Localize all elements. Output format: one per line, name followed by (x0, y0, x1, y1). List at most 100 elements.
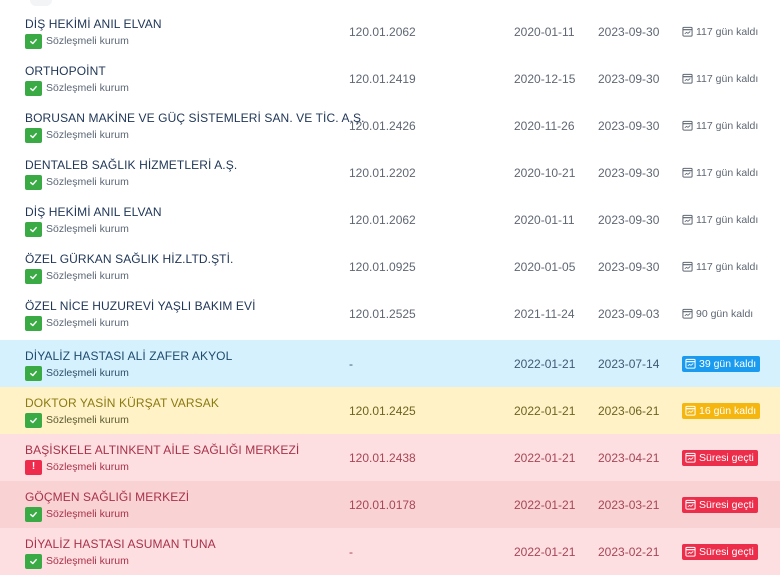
end-date: 2023-09-03 (598, 306, 660, 321)
institution-name[interactable]: DİYALİZ HASTASI ALİ ZAFER AKYOL (25, 349, 233, 363)
end-date: 2023-06-21 (598, 403, 660, 418)
start-date: 2020-01-11 (514, 212, 575, 227)
table-row[interactable]: DENTALEB SAĞLIK HİZMETLERİ A.Ş. Sözleşme… (0, 149, 780, 196)
table-row[interactable]: DİŞ HEKİMİ ANIL ELVAN Sözleşmeli kurum 1… (0, 196, 780, 243)
remaining-days-badge: Süresi geçti (682, 449, 758, 466)
remaining-days-badge: 117 gün kaldı (682, 24, 758, 40)
end-date: 2023-03-21 (598, 497, 660, 512)
institution-name[interactable]: GÖÇMEN SAĞLIĞI MERKEZİ (25, 490, 190, 504)
institution-name[interactable]: ÖZEL NİCE HUZUREVİ YAŞLI BAKIM EVİ (25, 299, 256, 313)
table-row[interactable]: BORUSAN MAKİNE VE GÜÇ SİSTEMLERİ SAN. VE… (0, 102, 780, 149)
remaining-days-badge: 16 gün kaldı (682, 402, 761, 419)
institution-name[interactable]: BORUSAN MAKİNE VE GÜÇ SİSTEMLERİ SAN. VE… (25, 111, 365, 125)
remaining-days-badge: 117 gün kaldı (682, 165, 758, 181)
institution-name[interactable]: DİŞ HEKİMİ ANIL ELVAN (25, 17, 162, 31)
start-date: 2022-01-21 (514, 544, 576, 559)
institution-name[interactable]: DOKTOR YASİN KÜRŞAT VARSAK (25, 396, 219, 410)
contract-status-label: Sözleşmeli kurum (46, 414, 129, 426)
institution-code: 120.01.0178 (349, 497, 416, 512)
calendar-icon (685, 452, 696, 463)
contract-status: Sözleşmeli kurum (25, 268, 129, 284)
remaining-days-badge: 117 gün kaldı (682, 212, 758, 228)
end-date: 2023-04-21 (598, 450, 660, 465)
remaining-days-text: 39 gün kaldı (699, 357, 757, 370)
table-row[interactable]: DİYALİZ HASTASI ASUMAN TUNA Sözleşmeli k… (0, 528, 780, 575)
contract-status: Sözleşmeli kurum (25, 221, 129, 237)
check-icon (25, 80, 42, 96)
contract-status: Sözleşmeli kurum (25, 506, 129, 522)
institution-name[interactable]: ÖZEL GÜRKAN SAĞLIK HİZ.LTD.ŞTİ. (25, 252, 234, 266)
contract-status: Sözleşmeli kurum (25, 553, 129, 569)
institution-code: - (349, 544, 353, 559)
institution-code: 120.01.2425 (349, 403, 416, 418)
remaining-days-text: 90 gün kaldı (696, 307, 754, 320)
check-icon (25, 553, 42, 569)
start-date: 2022-01-21 (514, 450, 576, 465)
remaining-days-text: 117 gün kaldı (696, 119, 759, 132)
contract-status-label: Sözleşmeli kurum (46, 461, 129, 473)
remaining-days-badge: Süresi geçti (682, 543, 758, 560)
table-row[interactable]: ÖZEL GÜRKAN SAĞLIK HİZ.LTD.ŞTİ. Sözleşme… (0, 243, 780, 290)
remaining-days-badge: 117 gün kaldı (682, 259, 758, 275)
institution-code: 120.01.2062 (349, 24, 416, 39)
check-icon (25, 127, 42, 143)
calendar-icon (682, 214, 693, 225)
end-date: 2023-02-21 (598, 544, 660, 559)
contract-status: Sözleşmeli kurum (25, 315, 129, 331)
calendar-icon (685, 405, 696, 416)
remaining-days-text: Süresi geçti (699, 498, 754, 511)
contract-status: Sözleşmeli kurum (25, 174, 129, 190)
table-row[interactable]: GÖÇMEN SAĞLIĞI MERKEZİ Sözleşmeli kurum … (0, 481, 780, 528)
institution-name[interactable]: BAŞİSKELE ALTINKENT AİLE SAĞLIĞI MERKEZİ (25, 443, 300, 457)
table-row[interactable]: BAŞİSKELE ALTINKENT AİLE SAĞLIĞI MERKEZİ… (0, 434, 780, 481)
check-icon (25, 315, 42, 331)
contract-status-label: Sözleşmeli kurum (46, 223, 129, 235)
check-icon (25, 221, 42, 237)
institution-code: 120.01.2202 (349, 165, 416, 180)
start-date: 2020-01-11 (514, 24, 575, 39)
remaining-days-text: 117 gün kaldı (696, 72, 759, 85)
table-row[interactable]: DOKTOR YASİN KÜRŞAT VARSAK Sözleşmeli ku… (0, 387, 780, 434)
start-date: 2021-11-24 (514, 306, 575, 321)
calendar-icon (682, 261, 693, 272)
remaining-days-badge: Süresi geçti (682, 496, 758, 513)
check-icon (25, 365, 42, 381)
remaining-days-badge: 90 gün kaldı (682, 306, 753, 322)
start-date: 2020-12-15 (514, 71, 576, 86)
table-row[interactable]: DİYALİZ HASTASI ALİ ZAFER AKYOL Sözleşme… (0, 340, 780, 387)
remaining-days-text: 16 gün kaldı (699, 404, 757, 417)
remaining-days-text: 117 gün kaldı (696, 260, 759, 273)
table-row[interactable]: ÖZEL NİCE HUZUREVİ YAŞLI BAKIM EVİ Sözle… (0, 290, 780, 337)
institution-name[interactable]: DİŞ HEKİMİ ANIL ELVAN (25, 205, 162, 219)
contract-status: Sözleşmeli kurum (25, 33, 129, 49)
contract-status-label: Sözleşmeli kurum (46, 176, 129, 188)
check-icon (25, 412, 42, 428)
institution-name[interactable]: DİYALİZ HASTASI ASUMAN TUNA (25, 537, 216, 551)
contract-status-label: Sözleşmeli kurum (46, 35, 129, 47)
alert-icon: ! (25, 459, 42, 475)
end-date: 2023-09-30 (598, 24, 660, 39)
contract-status: Sözleşmeli kurum (25, 127, 129, 143)
end-date: 2023-09-30 (598, 259, 660, 274)
contract-status-label: Sözleşmeli kurum (46, 129, 129, 141)
start-date: 2020-01-05 (514, 259, 576, 274)
check-icon (25, 33, 42, 49)
table-row[interactable]: DİŞ HEKİMİ ANIL ELVAN Sözleşmeli kurum 1… (0, 8, 780, 55)
institution-name[interactable]: ORTHOPOİNT (25, 64, 106, 78)
institution-code: 120.01.2525 (349, 306, 416, 321)
remaining-days-badge: 117 gün kaldı (682, 71, 758, 87)
institution-code: 120.01.2438 (349, 450, 416, 465)
institution-name[interactable]: DENTALEB SAĞLIK HİZMETLERİ A.Ş. (25, 158, 238, 172)
calendar-icon (685, 499, 696, 510)
check-icon (25, 174, 42, 190)
start-date: 2022-01-21 (514, 403, 576, 418)
remaining-days-text: 117 gün kaldı (696, 166, 759, 179)
calendar-icon (682, 167, 693, 178)
contract-status-label: Sözleşmeli kurum (46, 317, 129, 329)
contract-status-label: Sözleşmeli kurum (46, 270, 129, 282)
remaining-days-text: Süresi geçti (699, 451, 754, 464)
remaining-days-badge: 117 gün kaldı (682, 118, 758, 134)
calendar-icon (685, 358, 696, 369)
end-date: 2023-09-30 (598, 165, 660, 180)
table-row[interactable]: ORTHOPOİNT Sözleşmeli kurum 120.01.2419 … (0, 55, 780, 102)
